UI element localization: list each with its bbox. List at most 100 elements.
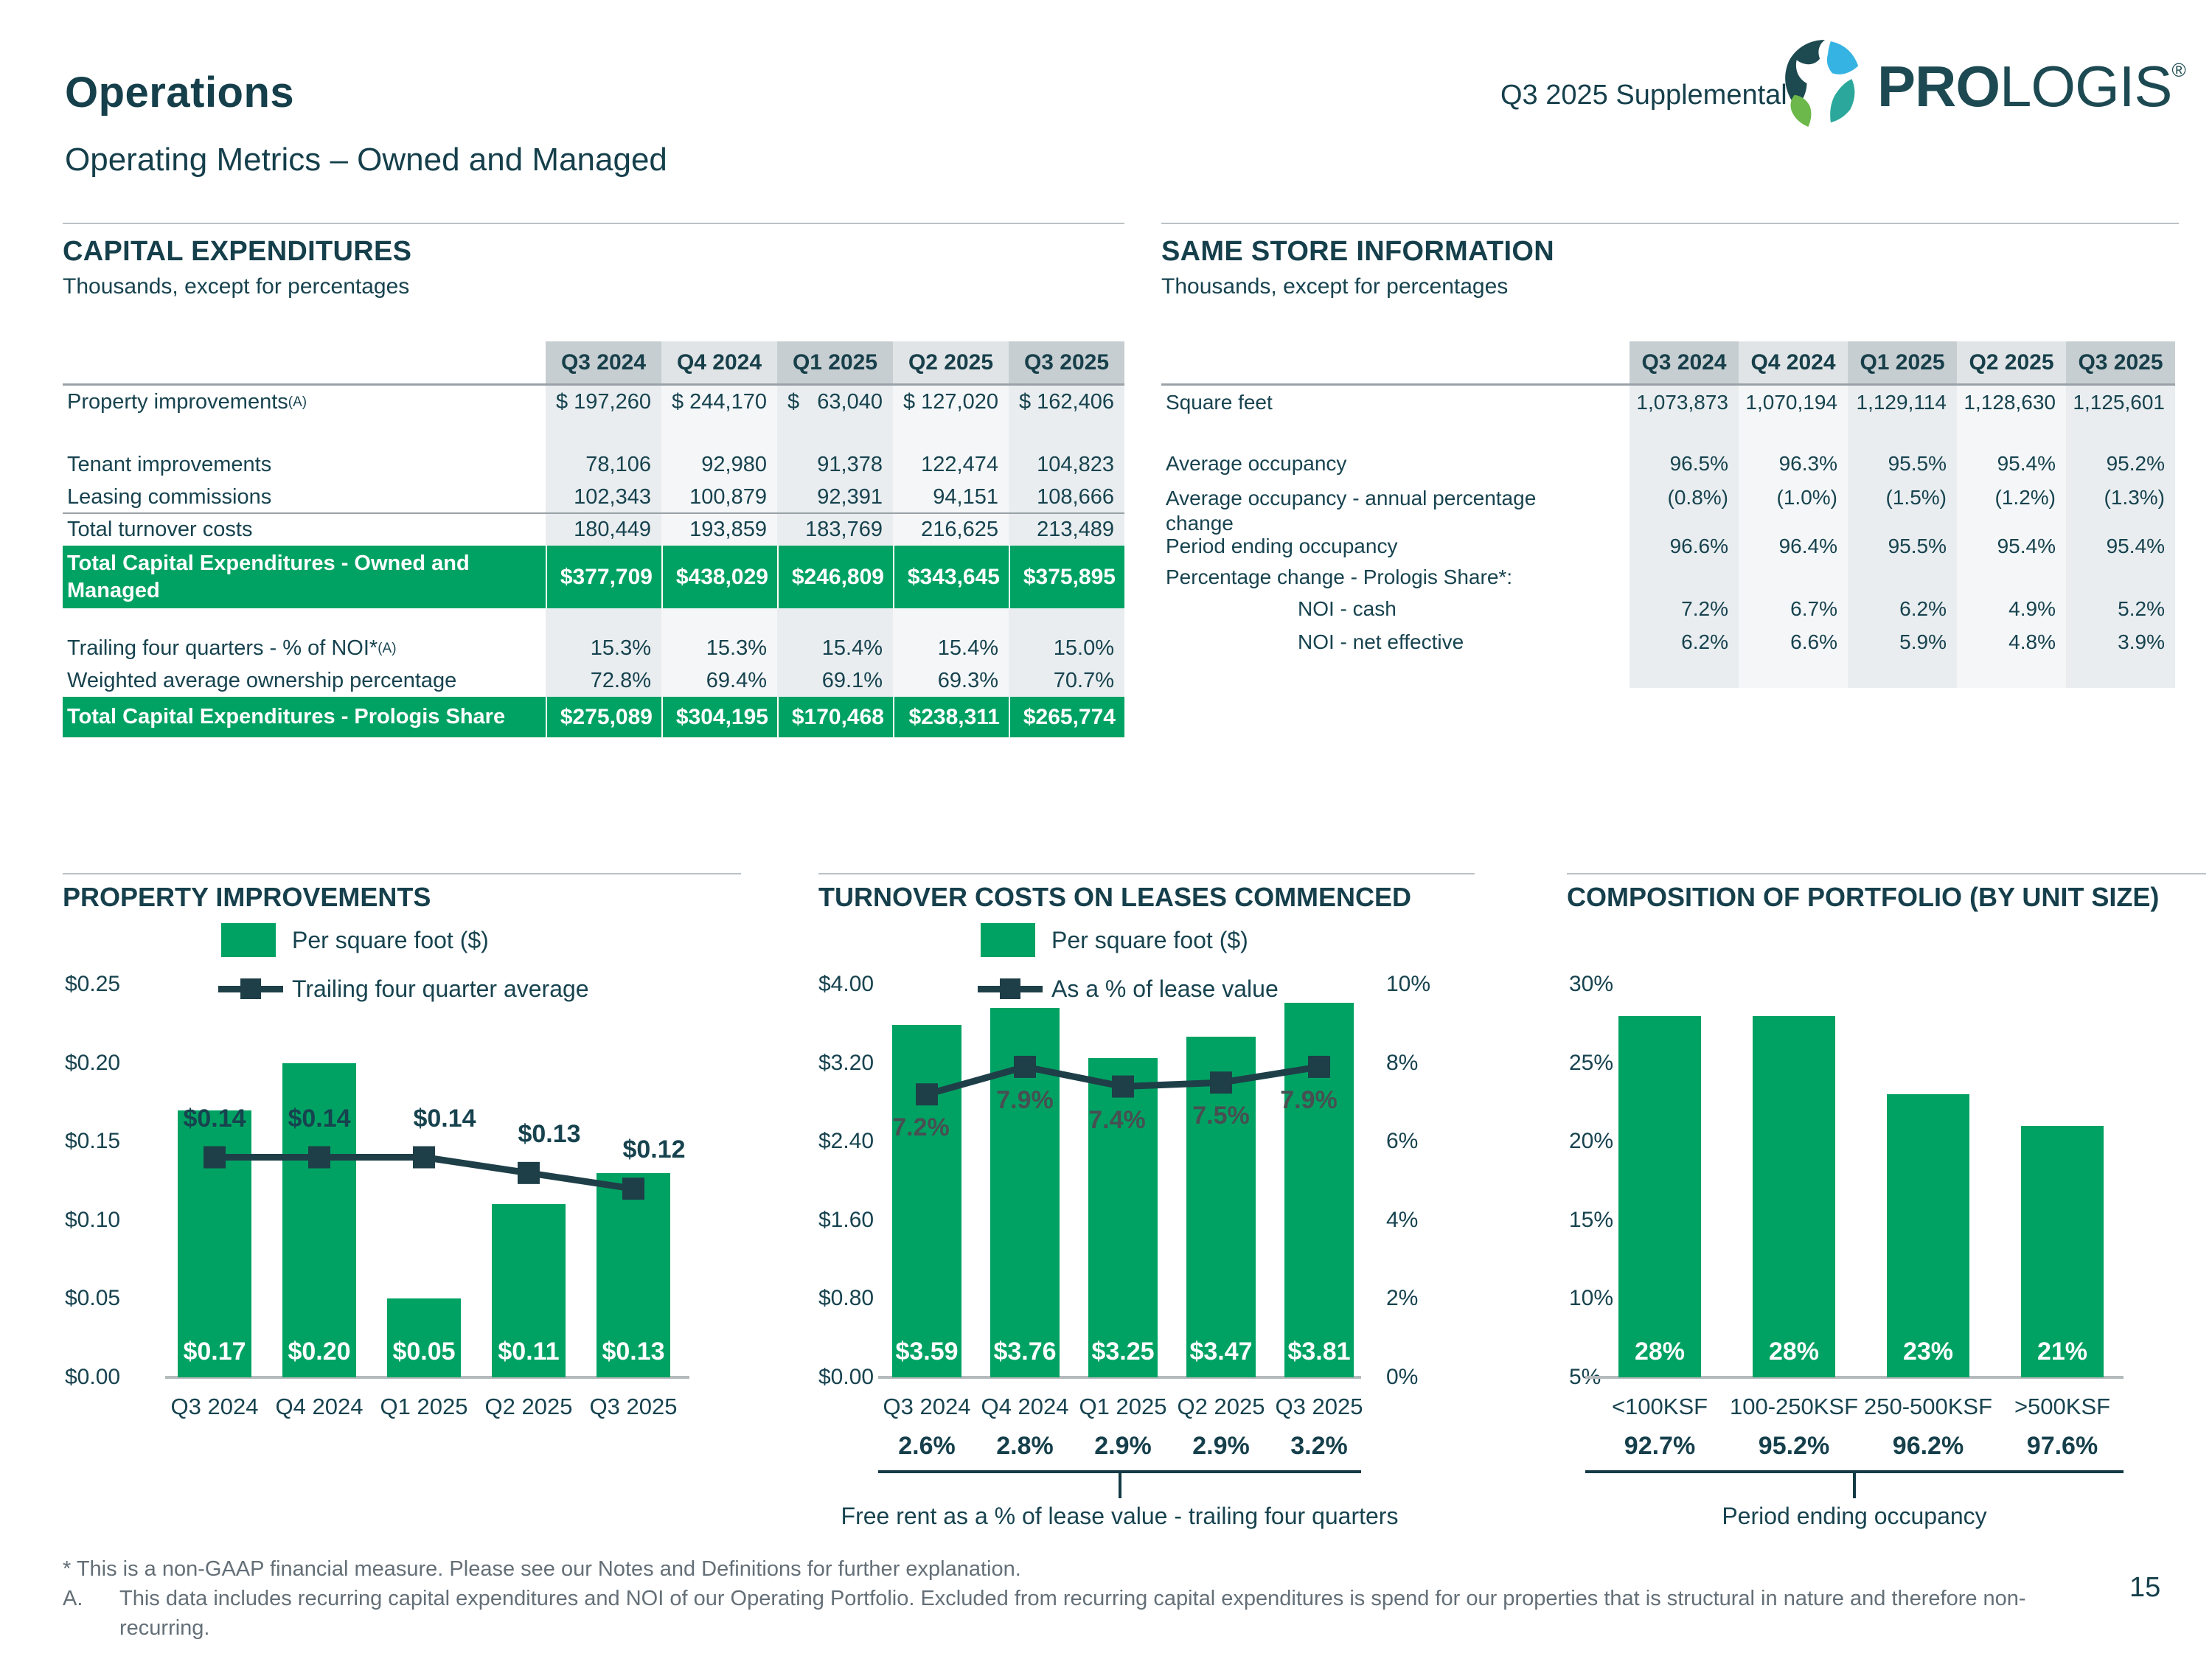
table-row	[1161, 419, 2175, 447]
row-label-text: NOI - net effective	[1298, 630, 1464, 653]
row-label: Average occupancy	[1161, 447, 1630, 480]
bar-value-label: $0.13	[602, 1338, 665, 1366]
value-cell: $ 244,170	[661, 386, 777, 419]
column-header: Q2 2025	[893, 341, 1009, 383]
prologis-wordmark: PROLOGIS®	[1877, 53, 2186, 120]
y-axis-tick: 20%	[1569, 1129, 1614, 1154]
table-row	[1161, 658, 2175, 688]
column-header: Q4 2024	[661, 341, 777, 383]
value-cell: 1,128,630	[1957, 386, 2066, 419]
y-axis-tick: $0.05	[65, 1286, 121, 1311]
line-value-label: $0.14	[413, 1104, 476, 1133]
row-label-text: Square feet	[1166, 390, 1273, 414]
row-label: Period ending occupancy	[1161, 529, 1630, 563]
bar-value-label: $0.17	[183, 1338, 246, 1366]
column-header: Q1 2025	[1848, 341, 1957, 383]
row-label-text: Weighted average ownership percentage	[67, 669, 457, 692]
y-axis-tick: $0.25	[65, 972, 121, 996]
value-cell	[1848, 419, 1957, 447]
row-label: Total turnover costs	[63, 514, 546, 546]
bar	[2021, 1126, 2104, 1377]
row-label: Trailing four quarters - % of NOI* (A)	[67, 636, 397, 660]
y-axis-tick: 25%	[1569, 1050, 1614, 1075]
value-cell: (1.5%)	[1848, 480, 1957, 529]
table-row: Property improvements (A) $ 197,260 $ 244,1…	[63, 386, 1124, 419]
chart-title: COMPOSITION OF PORTFOLIO (BY UNIT SIZE)	[1567, 882, 2160, 912]
value-cell: $246,809	[777, 546, 893, 608]
value-cell	[777, 419, 893, 448]
bar-value-label: $3.47	[1189, 1338, 1253, 1366]
x-axis-label: Q3 2024	[170, 1394, 259, 1419]
footnote-a-text: This data includes recurring capital exp…	[119, 1587, 2026, 1640]
supplemental-label: Q3 2025 Supplemental	[1500, 80, 1787, 111]
annotation-value: 2.9%	[1094, 1432, 1152, 1460]
legend-square-marker	[1000, 978, 1020, 999]
bar-value-label: $0.20	[288, 1338, 351, 1366]
value-cell: 3.9%	[2066, 625, 2175, 658]
value-cell	[2066, 658, 2175, 688]
legend-label: As a % of lease value	[1051, 975, 1279, 1002]
header-spacer	[63, 341, 546, 383]
value-cell: 1,129,114	[1848, 386, 1957, 419]
table-row: Average occupancy - annual percentage ch…	[1161, 480, 2175, 535]
value-cell	[1957, 563, 2066, 592]
row-label: Weighted average ownership percentage	[63, 665, 546, 697]
table-row: Weighted average ownership percentage 72.…	[63, 665, 1124, 697]
value-cell: (1.3%)	[2066, 480, 2175, 529]
value-cell: 15.0%	[1009, 632, 1124, 665]
value-cell: 69.4%	[661, 665, 777, 697]
y-axis-right-tick: 0%	[1386, 1365, 1419, 1389]
page-number: 15	[2129, 1572, 2161, 1603]
y-axis-tick: 10%	[1569, 1286, 1614, 1311]
value-cell: 1,070,194	[1739, 386, 1848, 419]
value-cell	[893, 608, 1009, 632]
value-cell: 1,125,601	[2066, 386, 2175, 419]
capital-expenditures-table: Q3 2024 Q4 2024 Q1 2025 Q2 2025 Q3 2025 Prope…	[63, 341, 1124, 737]
row-label-text: Total Capital Expenditures - Owned and M…	[67, 551, 470, 602]
footnote-star: * This is a non-GAAP financial measure. …	[63, 1557, 1021, 1581]
value-cell: 180,449	[546, 514, 661, 546]
wordmark-pro: PRO	[1877, 54, 2000, 119]
x-axis-line	[878, 1376, 1361, 1379]
line-marker	[518, 1161, 540, 1184]
bar-value-label: 28%	[1768, 1338, 1820, 1366]
x-axis-label: Q1 2025	[380, 1394, 468, 1419]
row-label-text: Average occupancy	[1166, 451, 1347, 475]
value-cell: 95.4%	[1957, 529, 2066, 563]
table-row: Total Capital Expenditures - Owned and M…	[63, 546, 1124, 608]
y-axis-tick: $2.40	[818, 1129, 874, 1154]
bar-value-label: 28%	[1634, 1338, 1686, 1366]
value-cell: 92,980	[661, 448, 777, 481]
line-marker	[1210, 1071, 1232, 1094]
x-axis-label: 250-500KSF	[1863, 1394, 1993, 1419]
y-axis-tick: $0.80	[818, 1286, 874, 1311]
table-row: Total turnover costs 180,449 193,859 183,76…	[63, 512, 1124, 546]
same-store-table: Q3 2024 Q4 2024 Q1 2025 Q2 2025 Q3 2025 Squar…	[1161, 341, 2175, 688]
value-cell: 78,106	[546, 448, 661, 481]
value-cell: 4.9%	[1957, 592, 2066, 625]
y-axis-tick: $0.00	[65, 1365, 121, 1389]
value-cell: 122,474	[893, 448, 1009, 481]
table-row: Square feet 1,073,873 1,070,194 1,129,114 1,…	[1161, 386, 2175, 419]
value-cell: 6.7%	[1739, 592, 1848, 625]
y-axis-tick: $4.00	[818, 972, 874, 996]
line-value-label: 7.2%	[892, 1113, 950, 1142]
bar-value-label: 21%	[2037, 1338, 2088, 1366]
value-cell: 1,073,873	[1630, 386, 1739, 419]
value-cell: 193,859	[661, 514, 777, 546]
value-cell: 92,391	[777, 481, 893, 512]
y-axis-tick: $0.10	[65, 1207, 121, 1232]
header-spacer	[1161, 341, 1630, 383]
prologis-logo-mark	[1785, 40, 1859, 128]
line-value-label: $0.12	[622, 1135, 686, 1164]
legend-bar-swatch	[221, 923, 276, 957]
value-cell	[1739, 658, 1848, 688]
row-label-text: Period ending occupancy	[1166, 534, 1398, 557]
legend-label: Trailing four quarter average	[292, 975, 589, 1002]
x-axis-label: >500KSF	[2014, 1394, 2111, 1419]
value-cell	[661, 419, 777, 448]
bar	[282, 1063, 356, 1377]
value-cell: 95.5%	[1848, 529, 1957, 563]
value-cell	[1957, 419, 2066, 447]
bar-value-label: $3.25	[1091, 1338, 1155, 1366]
